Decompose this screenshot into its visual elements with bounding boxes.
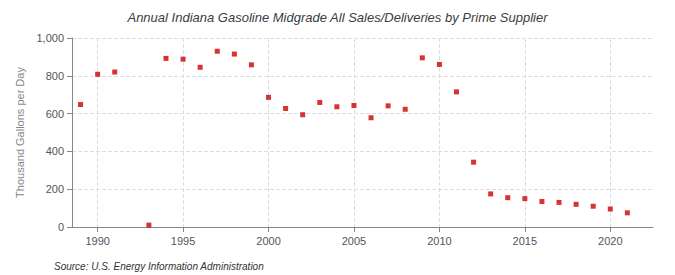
svg-text:Thousand Gallons per Day: Thousand Gallons per Day <box>14 67 26 198</box>
svg-text:2005: 2005 <box>342 235 366 247</box>
svg-text:800: 800 <box>46 70 64 82</box>
svg-text:2020: 2020 <box>598 235 622 247</box>
svg-text:1,000: 1,000 <box>36 32 64 44</box>
svg-text:1990: 1990 <box>85 235 109 247</box>
svg-text:600: 600 <box>46 108 64 120</box>
svg-text:0: 0 <box>58 221 64 233</box>
svg-text:1995: 1995 <box>171 235 195 247</box>
svg-text:2010: 2010 <box>427 235 451 247</box>
svg-text:2015: 2015 <box>513 235 537 247</box>
svg-text:200: 200 <box>46 183 64 195</box>
svg-text:2000: 2000 <box>256 235 280 247</box>
svg-text:400: 400 <box>46 145 64 157</box>
svg-text:Source: U.S. Energy Informatio: Source: U.S. Energy Information Administ… <box>54 261 264 272</box>
svg-text:Annual Indiana Gasoline Midgra: Annual Indiana Gasoline Midgrade All Sal… <box>126 10 548 25</box>
